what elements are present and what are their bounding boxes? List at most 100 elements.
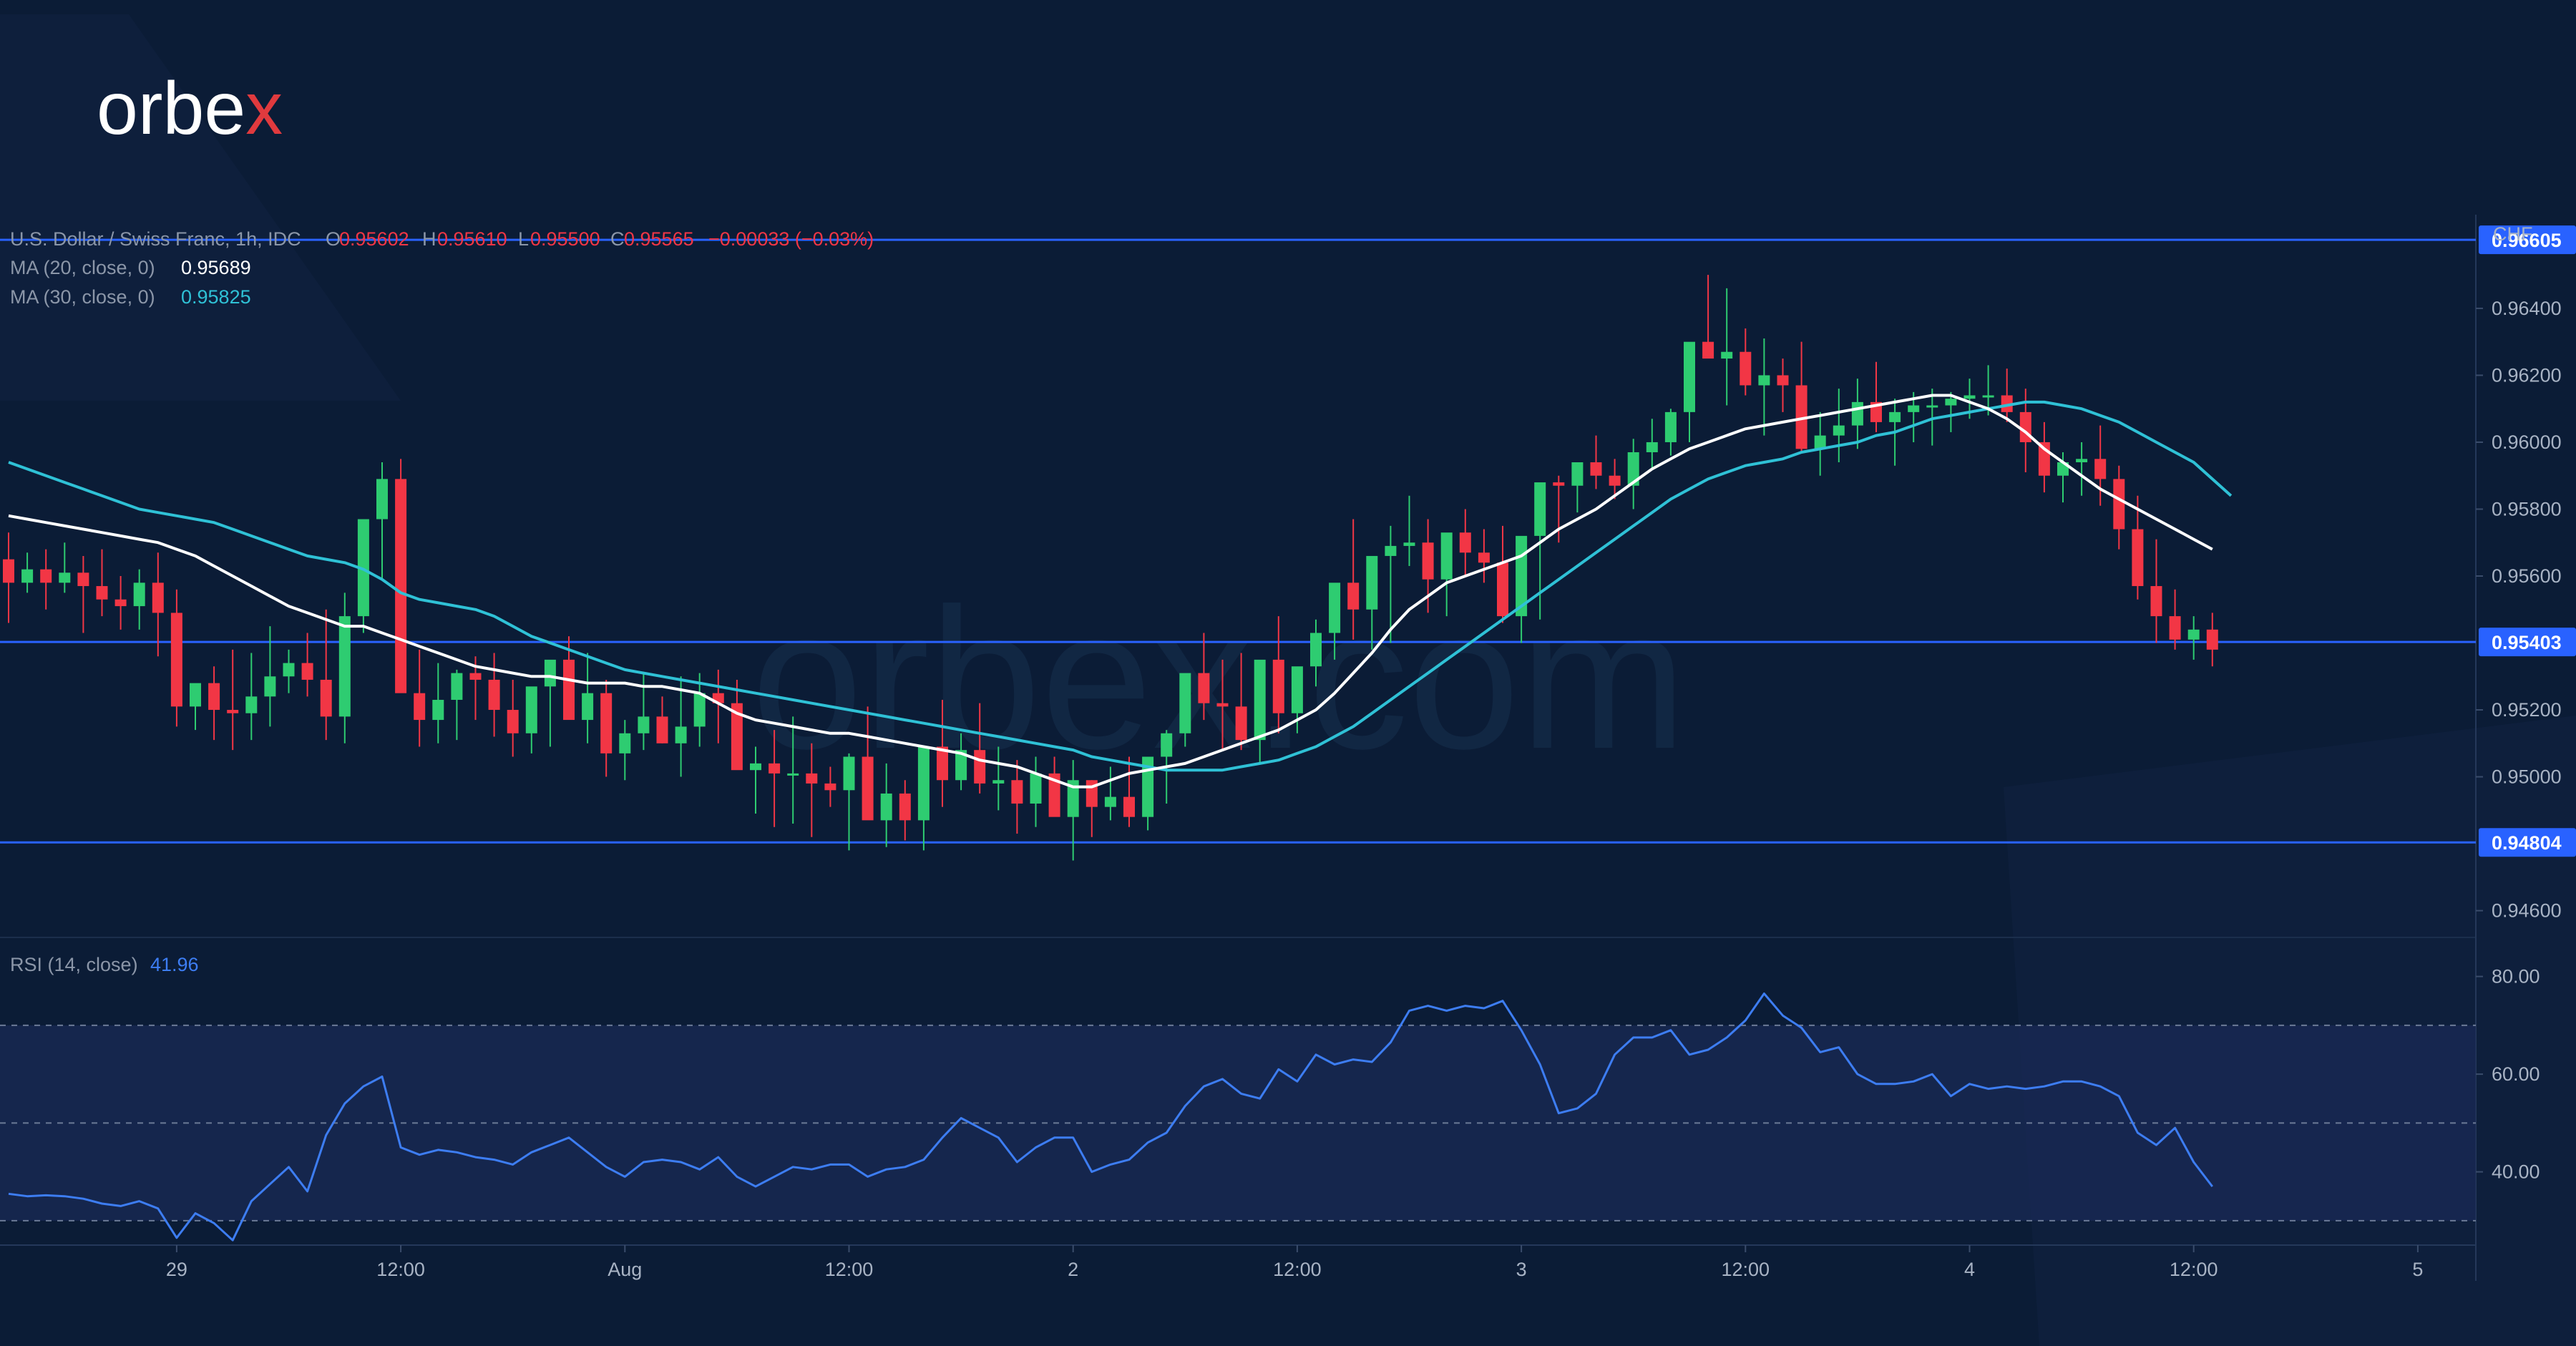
legend-l: 0.95500: [530, 228, 600, 250]
candle-body: [1833, 425, 1845, 436]
candle-body: [1385, 545, 1397, 556]
price-tick-label: 0.94600: [2492, 900, 2562, 922]
candle-body: [1179, 673, 1191, 733]
time-tick-label: 12:00: [2170, 1259, 2218, 1280]
legend-ma20-label: MA (20, close, 0): [10, 257, 155, 278]
candle-body: [357, 519, 369, 617]
logo-main-glyphs: orbe: [97, 67, 245, 150]
candle-body: [937, 746, 948, 781]
rsi-axis: 80.00 60.00 40.00: [2476, 966, 2540, 1183]
candle-body: [1553, 482, 1565, 486]
candle-body: [2076, 459, 2088, 463]
candle-body: [507, 710, 519, 733]
candle-body: [1030, 773, 1042, 804]
candle-body: [1104, 796, 1116, 807]
candle-body: [769, 763, 781, 774]
candle-body: [1366, 555, 1378, 610]
candle-body: [1534, 482, 1546, 536]
candle-body: [283, 663, 295, 677]
time-tick-label: 5: [2412, 1259, 2423, 1280]
candle-body: [1609, 475, 1621, 486]
candle-body: [414, 693, 426, 721]
candle-body: [731, 703, 743, 771]
candle-body: [880, 793, 892, 821]
candle-body: [600, 693, 613, 754]
candle-body: [77, 572, 89, 587]
candle-body: [451, 673, 463, 701]
legend-h: 0.95610: [437, 228, 507, 250]
candle-body: [693, 693, 706, 727]
candle-body: [1684, 341, 1695, 412]
legend-ohlc: O 0.95602 H 0.95610 L 0.95500 C 0.95565 …: [326, 228, 874, 250]
candle-body: [245, 696, 258, 713]
legend-symbol: U.S. Dollar / Swiss Franc, 1h, IDC: [10, 228, 301, 250]
candle-body: [1721, 351, 1733, 359]
candle-body: [656, 716, 668, 743]
time-tick-label: 2: [1068, 1259, 1078, 1280]
candle-body: [582, 693, 594, 721]
price-tick-label: 0.96000: [2492, 431, 2562, 453]
rsi-polyline: [8, 993, 2213, 1242]
candle-body: [1795, 385, 1807, 449]
time-tick-label: 12:00: [376, 1259, 425, 1280]
candle-body: [824, 783, 836, 791]
candle-body: [1758, 375, 1770, 386]
legend: U.S. Dollar / Swiss Franc, 1h, IDC O 0.9…: [10, 228, 874, 975]
legend-rsi-label: RSI (14, close): [10, 954, 138, 975]
candle-body: [806, 773, 818, 784]
candle-body: [152, 582, 164, 613]
candle-body: [2169, 616, 2181, 640]
rsi-tick-label: 60.00: [2492, 1063, 2540, 1085]
logo[interactable]: orbex: [97, 67, 283, 150]
candle-body: [1254, 659, 1266, 741]
candle-body: [1889, 411, 1901, 422]
candle-body: [899, 793, 911, 821]
candle-body: [1310, 633, 1322, 667]
price-axis: 0.96400 0.96200 0.96000 0.95800 0.95600 0.952…: [2476, 298, 2562, 922]
candle-body: [1926, 405, 1938, 408]
candle-body: [1123, 796, 1135, 817]
price-tick-label: 0.95200: [2492, 699, 2562, 721]
time-tick-label: 3: [1516, 1259, 1527, 1280]
candle-body: [2113, 479, 2125, 530]
candle-body: [619, 733, 631, 754]
candle-body: [1497, 562, 1508, 617]
candle-body: [21, 569, 34, 583]
candle-body: [917, 746, 930, 821]
candle-body: [1048, 773, 1060, 817]
ma30-line: [8, 400, 2233, 772]
candle-body: [264, 676, 276, 697]
time-tick-label: Aug: [608, 1259, 642, 1280]
legend-c-label: C: [610, 228, 625, 250]
candle-body: [1161, 733, 1173, 757]
candle-body: [2150, 586, 2162, 617]
candle-body: [488, 679, 500, 711]
time-tick-label: 4: [1964, 1259, 1975, 1280]
candle-body: [1851, 401, 1863, 426]
candle-body: [1627, 452, 1639, 486]
currency-label: CHF: [2493, 223, 2533, 245]
candle-body: [1403, 542, 1415, 546]
level-label: 0.96605: [2492, 230, 2562, 251]
candle-body: [208, 683, 220, 711]
candle-body: [1740, 351, 1752, 386]
candle-body: [1777, 375, 1789, 386]
candle-body: [227, 710, 239, 713]
candle-body: [1478, 552, 1490, 563]
rsi-tick-label: 80.00: [2492, 966, 2540, 987]
candle-body: [525, 686, 537, 733]
candle-body: [1982, 395, 1994, 398]
level-badge: [2479, 828, 2576, 857]
level-badge: [2479, 225, 2576, 255]
legend-c: 0.95565: [624, 228, 694, 250]
candle-body: [1198, 673, 1210, 703]
candle-body: [301, 663, 313, 680]
logo-text: orbex: [97, 67, 283, 150]
candle-body: [1347, 582, 1360, 610]
candle-body: [59, 572, 71, 583]
candle-body: [190, 683, 201, 707]
candle-body: [750, 763, 761, 771]
candle-body: [2187, 629, 2200, 640]
level-label: 0.94804: [2492, 832, 2562, 854]
